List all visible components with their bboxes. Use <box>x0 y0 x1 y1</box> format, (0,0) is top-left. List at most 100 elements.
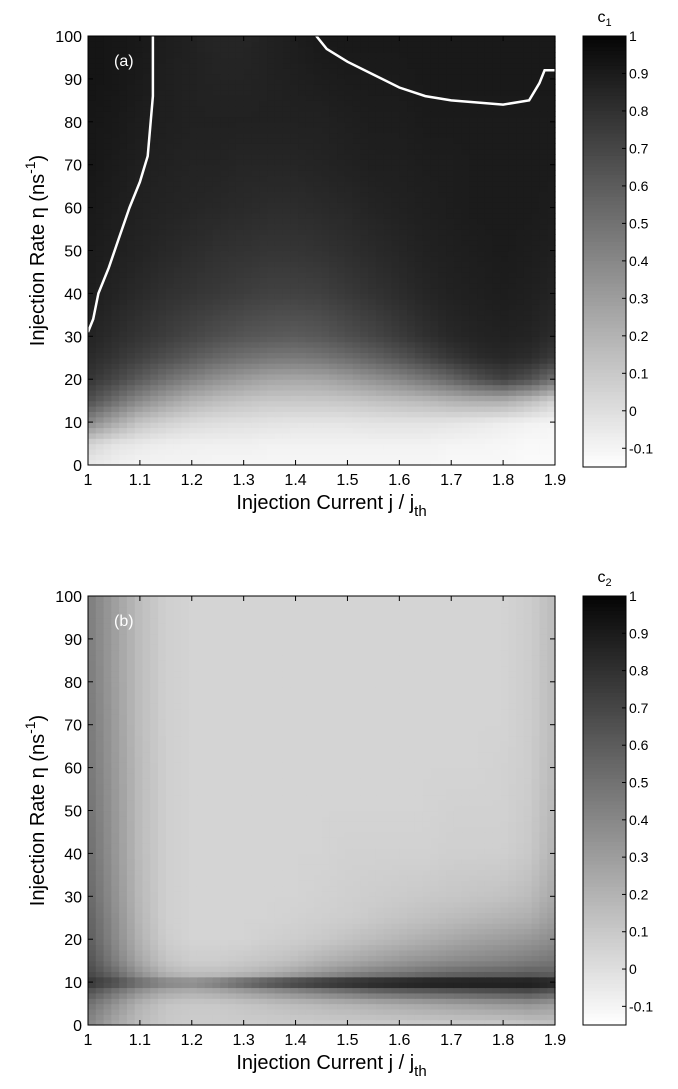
heatmap-cell <box>95 36 105 42</box>
heatmap-cell <box>282 325 291 332</box>
heatmap-cell <box>523 52 533 59</box>
heatmap-cell <box>298 379 307 386</box>
heatmap-cell <box>453 46 463 53</box>
heatmap-cell <box>337 432 346 439</box>
heatmap-cell <box>220 373 229 380</box>
heatmap-cell <box>142 170 151 177</box>
heatmap-cell <box>150 250 159 257</box>
heatmap-cell <box>469 186 478 193</box>
heatmap-cell <box>407 416 416 423</box>
heatmap-cell <box>142 137 151 144</box>
heatmap-cell <box>282 288 291 294</box>
heatmap-cell <box>337 416 346 423</box>
heatmap-cell <box>158 132 167 139</box>
heatmap-cell <box>305 148 315 155</box>
heatmap-cell <box>298 336 307 343</box>
heatmap-cell <box>344 132 354 139</box>
heatmap-cell <box>142 52 151 59</box>
heatmap-cell <box>516 68 525 75</box>
heatmap-cell <box>469 229 478 236</box>
heatmap-cell <box>88 341 97 348</box>
heatmap-cell <box>453 153 463 160</box>
heatmap-cell <box>383 411 393 418</box>
colorbar-step <box>583 257 626 262</box>
heatmap-cell <box>298 347 307 353</box>
heatmap-cell <box>196 68 206 75</box>
heatmap-cell <box>259 223 268 230</box>
heatmap-cell <box>461 352 470 359</box>
heatmap-cell <box>305 105 315 112</box>
heatmap-cell <box>274 111 284 118</box>
heatmap-cell <box>228 368 237 375</box>
heatmap-cell <box>88 46 97 53</box>
heatmap-cell <box>95 459 105 466</box>
heatmap-cell <box>360 314 369 321</box>
heatmap-cell <box>134 395 144 402</box>
heatmap-cell <box>150 411 159 418</box>
heatmap-cell <box>158 432 167 439</box>
heatmap-cell <box>150 454 159 461</box>
heatmap-cell <box>383 336 393 343</box>
heatmap-cell <box>430 105 439 112</box>
heatmap-cell <box>453 212 463 219</box>
heatmap-cell <box>243 52 253 59</box>
heatmap-cell <box>430 314 439 321</box>
heatmap-cell <box>173 121 182 128</box>
heatmap-cell <box>321 164 330 171</box>
heatmap-cell <box>531 229 541 236</box>
heatmap-cell <box>189 73 198 80</box>
heatmap-cell <box>142 384 151 391</box>
heatmap-cell <box>220 277 229 284</box>
heatmap-cell <box>344 293 354 300</box>
heatmap-cell <box>298 255 307 262</box>
heatmap-cell <box>492 78 502 85</box>
heatmap-cell <box>119 357 128 364</box>
heatmap-cell <box>453 36 463 42</box>
heatmap-cell <box>422 363 432 370</box>
heatmap-cell <box>360 46 369 53</box>
heatmap-cell <box>383 250 393 257</box>
heatmap-cell <box>134 384 144 391</box>
heatmap-cell <box>103 148 112 155</box>
heatmap-cell <box>446 336 455 343</box>
heatmap-cell <box>492 298 502 305</box>
heatmap-cell <box>329 202 338 209</box>
heatmap-cell <box>469 62 478 69</box>
heatmap-cell <box>228 373 237 380</box>
heatmap-cell <box>290 379 299 386</box>
heatmap-cell <box>212 111 221 118</box>
heatmap-cell <box>453 239 463 246</box>
heatmap-cell <box>477 36 486 42</box>
colorbar-step <box>583 242 626 247</box>
heatmap-cell <box>500 137 509 144</box>
heatmap-cell <box>337 89 346 96</box>
heatmap-cell <box>142 325 151 332</box>
heatmap-cell <box>391 384 400 391</box>
heatmap-cell <box>111 180 120 187</box>
heatmap-cell <box>204 218 214 225</box>
heatmap-cell <box>414 379 424 386</box>
heatmap-cell <box>150 320 159 327</box>
heatmap-cell <box>173 341 182 348</box>
heatmap-cell <box>399 298 408 305</box>
heatmap-cell <box>134 400 144 407</box>
heatmap-cell <box>290 159 299 166</box>
heatmap-cell <box>321 202 330 209</box>
heatmap-cell <box>243 395 253 402</box>
heatmap-cell <box>165 68 175 75</box>
heatmap-cell <box>407 170 416 177</box>
heatmap-cell <box>337 304 346 311</box>
contour-line-2 <box>315 35 555 106</box>
heatmap-cell <box>516 159 525 166</box>
heatmap-cell <box>539 293 548 300</box>
heatmap-cell <box>446 448 455 455</box>
heatmap-cell <box>321 400 330 407</box>
heatmap-cell <box>119 180 128 187</box>
heatmap-cell <box>235 352 245 359</box>
heatmap-cell <box>399 94 408 101</box>
heatmap-cell <box>414 245 424 252</box>
heatmap-cell <box>391 218 400 225</box>
heatmap-cell <box>477 159 486 166</box>
heatmap-cell <box>453 229 463 236</box>
heatmap-cell <box>539 330 548 337</box>
